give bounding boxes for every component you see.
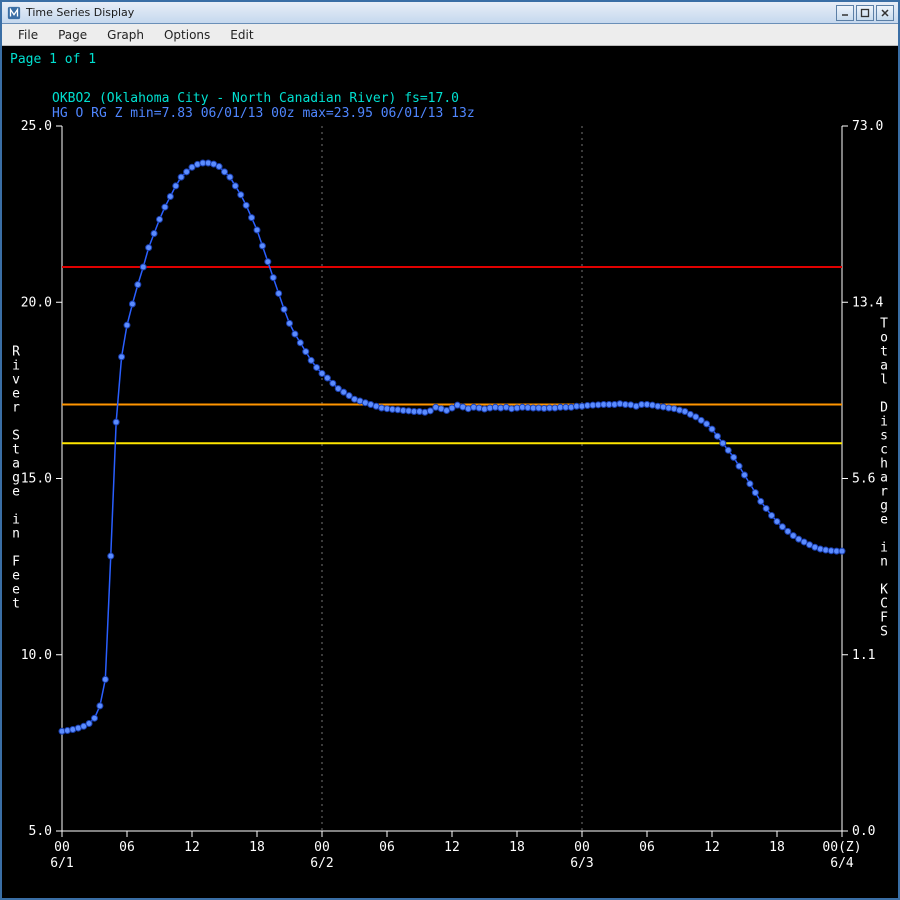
svg-text:r: r [880, 485, 888, 500]
menu-edit[interactable]: Edit [220, 26, 263, 44]
svg-text:K: K [880, 583, 888, 598]
svg-text:25.0: 25.0 [21, 119, 52, 134]
svg-text:i: i [880, 415, 888, 430]
svg-text:t: t [880, 345, 888, 360]
menubar: File Page Graph Options Edit [2, 24, 898, 46]
svg-text:5.6: 5.6 [852, 472, 875, 487]
svg-text:e: e [12, 485, 20, 500]
menu-page[interactable]: Page [48, 26, 97, 44]
svg-text:18: 18 [509, 840, 525, 855]
svg-text:r: r [12, 401, 20, 416]
svg-text:a: a [12, 457, 20, 472]
svg-text:73.0: 73.0 [852, 119, 883, 134]
svg-text:n: n [12, 527, 20, 542]
app-icon [6, 5, 22, 21]
svg-text:R: R [12, 345, 20, 360]
svg-text:F: F [12, 555, 20, 570]
svg-text:s: s [880, 429, 888, 444]
menu-options[interactable]: Options [154, 26, 220, 44]
svg-text:5.0: 5.0 [29, 824, 52, 839]
svg-text:C: C [880, 597, 888, 612]
svg-text:g: g [12, 471, 20, 486]
svg-text:6/1: 6/1 [50, 856, 73, 871]
svg-text:12: 12 [184, 840, 200, 855]
svg-text:n: n [880, 555, 888, 570]
svg-text:00(Z): 00(Z) [822, 840, 861, 855]
svg-text:6/3: 6/3 [570, 856, 593, 871]
svg-text:06: 06 [119, 840, 135, 855]
svg-text:6/4: 6/4 [830, 856, 854, 871]
menu-file[interactable]: File [8, 26, 48, 44]
svg-text:a: a [880, 359, 888, 374]
close-button[interactable] [876, 5, 894, 21]
svg-text:h: h [880, 457, 888, 472]
svg-text:10.0: 10.0 [21, 648, 52, 663]
plot-area: Page 1 of 1 OKBO2 (Oklahoma City - North… [2, 46, 898, 898]
maximize-button[interactable] [856, 5, 874, 21]
svg-text:T: T [880, 317, 888, 332]
svg-text:o: o [880, 331, 888, 346]
svg-text:e: e [12, 569, 20, 584]
svg-text:v: v [12, 373, 20, 388]
svg-text:6/2: 6/2 [310, 856, 333, 871]
svg-text:S: S [12, 429, 20, 444]
svg-text:e: e [12, 387, 20, 402]
app-window: Time Series Display File Page Graph Opti… [0, 0, 900, 900]
window-title: Time Series Display [26, 6, 134, 19]
titlebar[interactable]: Time Series Display [2, 2, 898, 24]
svg-text:F: F [880, 611, 888, 626]
svg-text:06: 06 [639, 840, 655, 855]
svg-text:18: 18 [249, 840, 265, 855]
svg-text:l: l [880, 373, 888, 388]
menu-graph[interactable]: Graph [97, 26, 154, 44]
svg-text:t: t [12, 597, 20, 612]
svg-text:e: e [12, 583, 20, 598]
svg-text:i: i [12, 359, 20, 374]
svg-text:15.0: 15.0 [21, 472, 52, 487]
svg-text:1.1: 1.1 [852, 648, 875, 663]
svg-text:00: 00 [314, 840, 330, 855]
svg-text:g: g [880, 499, 888, 514]
svg-text:20.0: 20.0 [21, 295, 52, 310]
svg-text:13.4: 13.4 [852, 295, 883, 310]
svg-text:c: c [880, 443, 888, 458]
svg-text:06: 06 [379, 840, 395, 855]
svg-text:D: D [880, 401, 888, 416]
svg-text:18: 18 [769, 840, 785, 855]
svg-text:i: i [12, 513, 20, 528]
window-controls [836, 5, 894, 21]
svg-text:e: e [880, 513, 888, 528]
minimize-button[interactable] [836, 5, 854, 21]
svg-text:i: i [880, 541, 888, 556]
svg-text:a: a [880, 471, 888, 486]
svg-text:t: t [12, 443, 20, 458]
svg-text:0.0: 0.0 [852, 824, 875, 839]
svg-text:12: 12 [704, 840, 720, 855]
svg-text:00: 00 [54, 840, 70, 855]
time-series-chart: 00 06 12 18 00 06 12 18 00 06 12 18 00(Z) 6/1 6/2 6/3 6/… [2, 46, 898, 898]
svg-text:12: 12 [444, 840, 460, 855]
svg-text:00: 00 [574, 840, 590, 855]
svg-text:S: S [880, 625, 888, 640]
